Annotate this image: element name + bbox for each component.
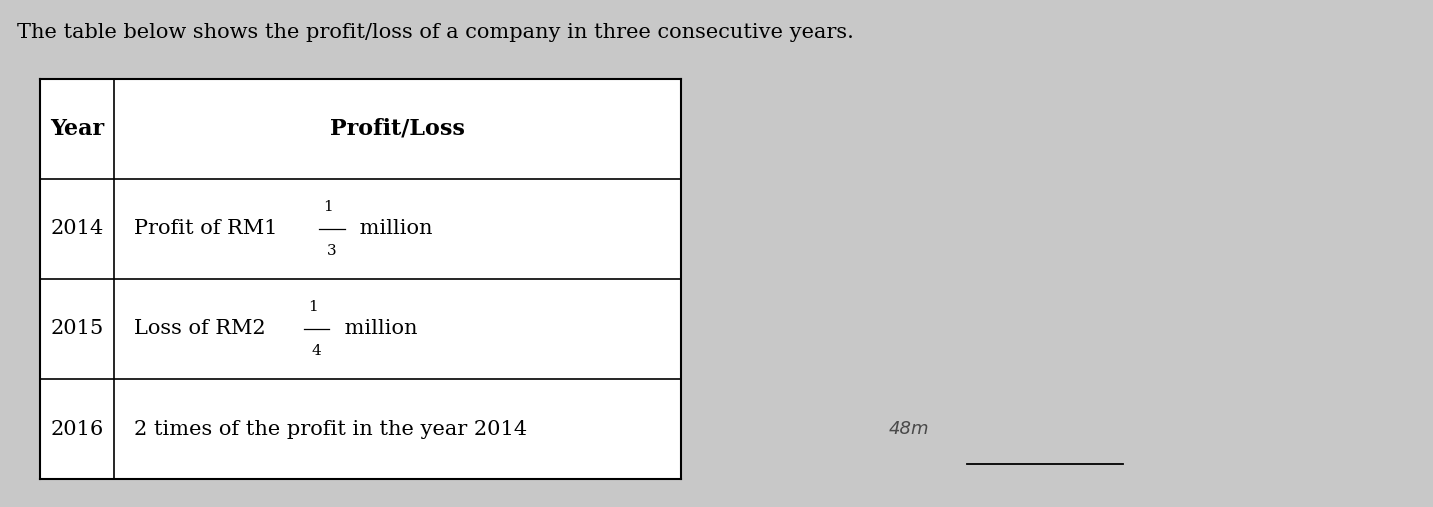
Text: Profit/Loss: Profit/Loss — [330, 118, 464, 139]
Bar — [40, 79, 681, 479]
Text: Loss of RM2: Loss of RM2 — [133, 319, 265, 338]
Text: 1: 1 — [324, 200, 332, 214]
Text: Year: Year — [50, 118, 105, 139]
Text: The table below shows the profit/loss of a company in three consecutive years.: The table below shows the profit/loss of… — [17, 23, 854, 42]
Text: 1: 1 — [308, 300, 318, 314]
Text: 48m: 48m — [888, 420, 929, 438]
Text: 2014: 2014 — [50, 220, 103, 238]
Text: 3: 3 — [327, 244, 337, 258]
Text: 2016: 2016 — [50, 420, 103, 439]
Text: 2 times of the profit in the year 2014: 2 times of the profit in the year 2014 — [133, 420, 527, 439]
Text: 2015: 2015 — [50, 319, 103, 338]
Text: million: million — [338, 319, 417, 338]
Text: Profit of RM1: Profit of RM1 — [133, 220, 278, 238]
Text: 4: 4 — [312, 344, 321, 358]
Text: 1: 1 — [308, 300, 318, 314]
Text: 1: 1 — [324, 200, 332, 214]
Text: million: million — [354, 220, 433, 238]
